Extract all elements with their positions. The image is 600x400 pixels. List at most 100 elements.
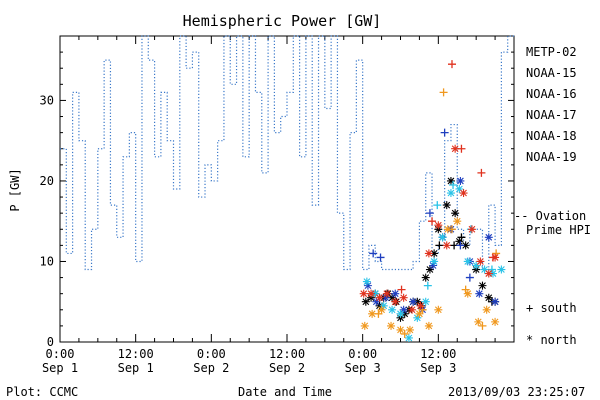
metp-02-north-point (455, 237, 464, 246)
ovation-line-path (60, 35, 514, 271)
x-tick-date: Sep 1 (42, 361, 78, 375)
metp-02-north-point (446, 176, 455, 185)
noaa-19-south-point (397, 285, 406, 294)
noaa-18-north-point (463, 289, 472, 298)
noaa-15-north-point (491, 297, 500, 306)
noaa-19-north-point (476, 257, 485, 266)
noaa-18-north-point (474, 317, 483, 326)
legend-entry: NOAA-19 (526, 150, 577, 164)
noaa-19-north-point (375, 293, 384, 302)
metp-02-north-point (484, 293, 493, 302)
noaa-15-north-point (484, 233, 493, 242)
noaa-16-north-point (404, 333, 413, 342)
metp-02-north-point (425, 265, 434, 274)
noaa-19-south-point (477, 168, 486, 177)
x-tick-time: 0:00 (348, 347, 377, 361)
x-tick-time: 12:00 (420, 347, 456, 361)
x-axis-label: Date and Time (238, 385, 332, 399)
noaa-16-north-point (421, 297, 430, 306)
x-tick-time: 0:00 (197, 347, 226, 361)
noaa-16-north-point (480, 265, 489, 274)
noaa-19-north-point (399, 293, 408, 302)
metp-02-north-point (361, 297, 370, 306)
metp-02-north-point (472, 265, 481, 274)
noaa-16-north-point (379, 301, 388, 310)
noaa-18-north-point (415, 309, 424, 318)
symbol-legend-north: * north (526, 333, 577, 347)
legend-entry: NOAA-16 (526, 87, 577, 101)
noaa-19-north-point (408, 305, 417, 314)
noaa-15-north-point (429, 261, 438, 270)
noaa-19-north-point (391, 297, 400, 306)
ovation-legend-line2: Prime HPI (526, 223, 591, 237)
y-tick-label: 20 (40, 174, 54, 188)
noaa-18-north-point (387, 321, 396, 330)
noaa-18-south-point (400, 329, 409, 338)
noaa-18-north-point (482, 305, 491, 314)
noaa-16-north-point (413, 313, 422, 322)
noaa-16-north-point (396, 309, 405, 318)
plot-frame (59, 35, 515, 343)
noaa-16-north-point (488, 269, 497, 278)
y-ticks: 0 10 20 30 (40, 51, 514, 349)
noaa-18-north-point (443, 225, 452, 234)
noaa-16-north-point (472, 261, 481, 270)
noaa-15-south-point (456, 241, 465, 250)
noaa-18-north-point (453, 217, 462, 226)
noaa-16-north-point (371, 289, 380, 298)
noaa-19-north-point (382, 289, 391, 298)
noaa-15-south-point (369, 249, 378, 258)
metp-02-north-point (461, 241, 470, 250)
satellite-markers (359, 60, 506, 342)
metp-02-north-point (413, 297, 422, 306)
x-tick-date: Sep 2 (193, 361, 229, 375)
noaa-16-north-point (438, 233, 447, 242)
noaa-15-north-point (381, 293, 390, 302)
metp-02-north-point (367, 293, 376, 302)
x-tick-time: 12:00 (118, 347, 154, 361)
legend: METP-02 NOAA-15 NOAA-16 NOAA-17 NOAA-18 NOAA-… (526, 45, 577, 164)
plot-credit: Plot: CCMC (6, 385, 78, 399)
noaa-18-north-point (424, 321, 433, 330)
metp-02-north-point (430, 249, 439, 258)
noaa-19-north-point (451, 144, 460, 153)
x-tick-time: 0:00 (46, 347, 75, 361)
noaa-15-south-point (465, 273, 474, 282)
ovation-legend-line1: -- Ovation (514, 209, 586, 223)
metp-02-north-point (451, 209, 460, 218)
noaa-19-north-point (459, 189, 468, 198)
noaa-19-north-point (367, 289, 376, 298)
noaa-16-north-point (362, 277, 371, 286)
metp-02-north-point (396, 313, 405, 322)
noaa-16-north-point (388, 305, 397, 314)
x-tick-date: Sep 3 (345, 361, 381, 375)
noaa-18-south-point (439, 88, 448, 97)
metp-02-north-point (375, 301, 384, 310)
noaa-19-north-point (484, 269, 493, 278)
noaa-19-north-point (416, 301, 425, 310)
metp-02-north-point (442, 201, 451, 210)
noaa-18-north-point (360, 321, 369, 330)
x-tick-time: 12:00 (269, 347, 305, 361)
noaa-16-north-point (463, 257, 472, 266)
noaa-19-north-point (359, 289, 368, 298)
noaa-15-north-point (409, 297, 418, 306)
noaa-18-north-point (368, 309, 377, 318)
noaa-18-north-point (434, 305, 443, 314)
noaa-16-north-point (455, 185, 464, 193)
noaa-16-south-point (433, 201, 442, 210)
noaa-15-north-point (391, 289, 400, 298)
noaa-19-north-point (442, 241, 451, 250)
noaa-19-south-point (428, 217, 437, 226)
metp-02-north-point (421, 273, 430, 282)
x-tick-date: Sep 1 (118, 361, 154, 375)
symbol-legend-south: + south (526, 301, 577, 315)
noaa-16-north-point (497, 265, 506, 274)
legend-entry: NOAA-15 (526, 66, 577, 80)
y-axis-label-group: P [GW] (8, 168, 22, 211)
ovation-prime-hpi-series (60, 35, 514, 271)
symbol-legend: + south * north (526, 301, 577, 347)
noaa-18-north-point (396, 325, 405, 334)
